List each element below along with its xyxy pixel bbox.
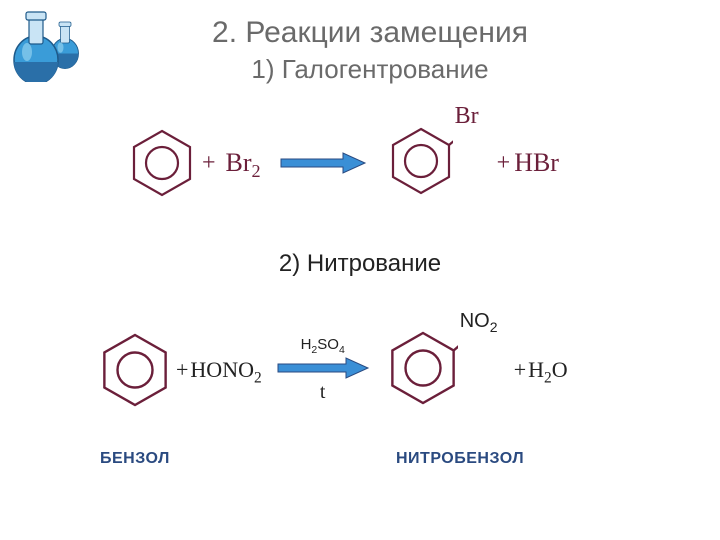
substituent-no2: NO2: [460, 310, 498, 333]
prod-sub: 2: [544, 369, 552, 386]
reagent-sub: 2: [252, 161, 261, 181]
reaction-arrow-icon: [279, 150, 367, 176]
reagent-sub: 2: [254, 369, 262, 386]
reagent-base: Br: [226, 148, 252, 177]
plus-sign: +: [176, 357, 188, 383]
nitrobenzene-ring-icon: [388, 328, 458, 408]
reagent-br2: Br2: [226, 148, 261, 178]
label-benzol: БЕНЗОЛ: [100, 450, 170, 468]
reaction-2: + HONO2 H2SO4 t NO2 + H2O: [100, 320, 568, 420]
substituent-br: Br: [455, 103, 479, 130]
product-hbr: HBr: [514, 148, 559, 178]
cond-so: SO: [317, 336, 339, 353]
reaction-1: + Br2 Br + HBr: [130, 118, 559, 208]
flask-icon: [8, 2, 88, 82]
cond-h: H: [301, 336, 312, 353]
bromobenzene-ring-icon: [389, 125, 453, 197]
subtitle-text: 1) Галогентрование: [170, 54, 570, 85]
label-nitrobenzol: НИТРОБЕНЗОЛ: [396, 450, 524, 468]
reaction-arrow-icon: [276, 355, 370, 381]
benzene-ring-icon: [100, 330, 170, 410]
section-2-title: 2) Нитрование: [250, 250, 470, 278]
sub-2: 2: [490, 319, 498, 335]
arrow-with-conditions: H2SO4 t: [276, 336, 370, 404]
reagent-text: HONO: [190, 357, 254, 382]
sub-no: NO: [460, 310, 490, 332]
plus-sign: +: [497, 150, 511, 177]
prod-o: O: [552, 357, 568, 382]
plus-sign: +: [514, 357, 526, 383]
page-title: 2. Реакции замещения 1) Галогентрование: [170, 16, 570, 85]
prod-h: H: [528, 357, 544, 382]
plus-sign: +: [202, 150, 216, 177]
condition-h2so4: H2SO4: [301, 336, 345, 353]
title-text: 2. Реакции замещения: [170, 16, 570, 50]
reagent-hono2: HONO2: [190, 357, 261, 383]
benzene-ring-icon: [130, 127, 194, 199]
condition-t: t: [320, 381, 326, 404]
product-h2o: H2O: [528, 357, 567, 383]
